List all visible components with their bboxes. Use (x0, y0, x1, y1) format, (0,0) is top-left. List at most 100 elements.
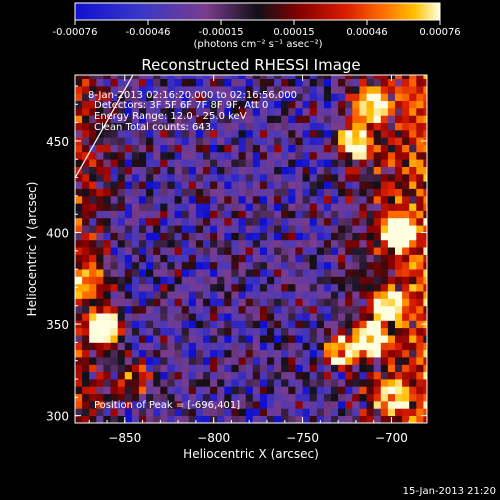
heatmap-cell (245, 386, 254, 395)
heatmap-cell (131, 276, 140, 285)
heatmap-cell (110, 203, 119, 211)
heatmap-cell (167, 393, 175, 402)
heatmap-cell (231, 298, 239, 307)
heatmap-cell (402, 291, 410, 299)
heatmap-cell (110, 335, 119, 343)
heatmap-cell (103, 393, 111, 402)
heatmap-cell (366, 305, 375, 314)
heatmap-cell (274, 415, 282, 423)
heatmap-cell (387, 122, 396, 131)
heatmap-cell (316, 108, 325, 116)
heatmap-cell (345, 386, 353, 395)
heatmap-cell (288, 115, 296, 123)
heatmap-cell (217, 379, 225, 387)
heatmap-cell (380, 159, 389, 167)
heatmap-cell (103, 327, 111, 336)
heatmap-cell (231, 225, 239, 233)
heatmap-cell (259, 379, 268, 387)
heatmap-cell (323, 188, 332, 197)
heatmap-cell (188, 247, 197, 255)
heatmap-cell (423, 349, 427, 358)
heatmap-cell (195, 254, 204, 263)
heatmap-cell (146, 239, 154, 248)
heatmap-cell (146, 100, 154, 109)
heatmap-cell (124, 151, 133, 160)
heatmap-cell (238, 408, 247, 416)
heatmap-cell (316, 159, 325, 167)
heatmap-cell (188, 276, 197, 285)
heatmap-cell (181, 129, 190, 138)
heatmap-cell (281, 108, 289, 116)
heatmap-cell (316, 166, 325, 175)
heatmap-cell (274, 122, 282, 131)
heatmap-cell (323, 401, 332, 409)
heatmap-cell (316, 305, 325, 314)
heatmap-cell (331, 115, 339, 123)
heatmap-cell (82, 159, 90, 167)
heatmap-cell (131, 129, 140, 138)
heatmap-cell (103, 181, 111, 189)
heatmap-cell (387, 254, 396, 263)
heatmap-cell (359, 93, 367, 101)
heatmap-cell (387, 239, 396, 248)
heatmap-cell (338, 408, 346, 416)
heatmap-cell (302, 159, 311, 167)
heatmap-cell (181, 144, 190, 153)
heatmap-cell (338, 320, 346, 329)
heatmap-cell (302, 129, 311, 138)
heatmap-cell (75, 225, 83, 233)
heatmap-cell (281, 401, 289, 409)
heatmap-cell (195, 320, 204, 329)
heatmap-cell (75, 122, 83, 131)
heatmap-cell (174, 320, 183, 329)
heatmap-cell (110, 188, 119, 197)
heatmap-cell (288, 283, 296, 292)
heatmap-cell (338, 269, 346, 277)
heatmap-cell (160, 276, 168, 285)
heatmap-cell (295, 393, 303, 402)
heatmap-cell (309, 217, 318, 226)
heatmap-cell (366, 188, 375, 197)
heatmap-cell (402, 313, 410, 321)
heatmap-cell (323, 247, 332, 255)
heatmap-cell (89, 401, 97, 409)
heatmap-cell (217, 364, 225, 373)
heatmap-cell (131, 93, 140, 101)
heatmap-cell (309, 86, 318, 94)
heatmap-cell (409, 100, 417, 109)
heatmap-cell (174, 188, 183, 197)
heatmap-cell (82, 276, 90, 285)
heatmap-cell (188, 86, 197, 94)
heatmap-cell (174, 115, 183, 123)
heatmap-cell (75, 188, 83, 197)
heatmap-cell (387, 342, 396, 351)
heatmap-cell (267, 203, 275, 211)
heatmap-cell (366, 298, 375, 307)
heatmap-cell (366, 415, 375, 423)
heatmap-cell (224, 210, 232, 219)
heatmap-cell (110, 349, 119, 358)
heatmap-cell (309, 115, 318, 123)
heatmap-cell (295, 93, 303, 101)
heatmap-cell (316, 291, 325, 299)
heatmap-cell (259, 298, 268, 307)
heatmap-cell (309, 386, 318, 395)
heatmap-cell (359, 100, 367, 109)
heatmap-cell (309, 335, 318, 343)
heatmap-cell (387, 217, 396, 226)
heatmap-cell (331, 335, 339, 343)
heatmap-cell (203, 239, 211, 248)
heatmap-cell (274, 210, 282, 219)
heatmap-cell (96, 269, 104, 277)
heatmap-cell (281, 195, 289, 204)
heatmap-cell (416, 159, 424, 167)
heatmap-cell (409, 115, 417, 123)
heatmap-cell (153, 181, 161, 189)
heatmap-cell (323, 166, 332, 175)
heatmap-cell (103, 261, 111, 270)
heatmap-cell (245, 144, 254, 153)
heatmap-cell (124, 261, 133, 270)
heatmap-cell (224, 283, 232, 292)
heatmap-cell (331, 401, 339, 409)
heatmap-cell (82, 239, 90, 248)
